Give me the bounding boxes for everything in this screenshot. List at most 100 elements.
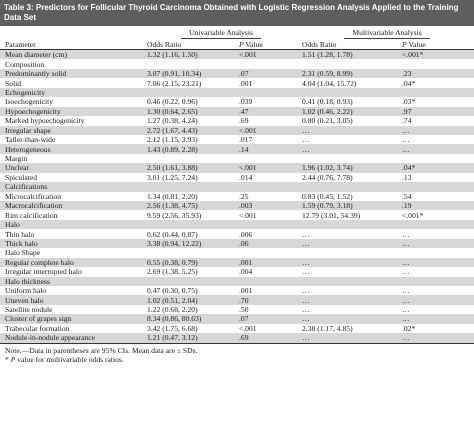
row-label: Regular complete halo	[0, 257, 142, 268]
row-label: Margin	[5, 154, 28, 164]
row-label: Echogenicity	[0, 87, 142, 98]
multivariable-p-value: .19	[397, 201, 474, 211]
row-label: Mean diameter (cm)	[0, 49, 142, 60]
row-label: Thick halo	[0, 238, 142, 249]
univariable-odds-ratio: 3.07 (0.91, 10.34)	[142, 68, 234, 79]
univariable-odds-ratio: 1.30 (0.64, 2.65)	[142, 106, 234, 117]
multivariable-odds-ratio: 0.83 (0.45, 1.52)	[302, 191, 353, 201]
table-row: Unclear 2.50 (1.61, 3.88) <.001 1.96 (1.02,…	[0, 163, 474, 173]
row-label: Halo	[0, 219, 142, 230]
univariable-odds-ratio: 1.21 (0.47, 3.12)	[142, 333, 234, 343]
table-row: Satellite nodule 1.22 (0.68, 2.20) .50……	[0, 305, 474, 314]
row-label: Irregular shape	[0, 125, 142, 135]
multivariable-odds-ratio: …	[297, 333, 397, 343]
table-row: Trabecular formation 3.42 (1.75, 6.68) <.0…	[0, 324, 474, 333]
univariable-odds-ratio: 1.43 (0.89, 2.28)	[142, 144, 234, 154]
univariable-p-value: <.001	[234, 125, 297, 135]
multivariable-odds-ratio: …	[297, 295, 397, 305]
multivariable-odds-ratio: …	[297, 257, 397, 268]
multivariable-p-value: .97	[397, 106, 474, 117]
table-row: Marked hypoechogenicity 1.27 (0.38, 4.24)…	[0, 116, 474, 125]
multivariable-odds-ratio: 2.38 (1.17, 4.85)	[302, 323, 353, 333]
multivariable-p-value: …	[397, 295, 474, 305]
univariable-p-value: .69	[239, 116, 249, 126]
row-label: Uniform halo	[5, 286, 47, 296]
multivariable-p-value: <.001*	[402, 210, 424, 220]
header-odds-ratio-multivariable: Odds Ratio	[297, 39, 397, 50]
row-label: Cluster of grapes sign	[0, 314, 142, 324]
univariable-p-value: .006	[239, 229, 253, 239]
univariable-p-value: .004	[239, 267, 253, 277]
multivariable-odds-ratio: …	[297, 125, 397, 135]
univariable-odds-ratio: 0.47 (0.30, 0.75)	[147, 286, 198, 296]
multivariable-odds-ratio: 12.79 (3.01, 54.39)	[302, 210, 361, 220]
multivariable-p-value: …	[397, 314, 474, 324]
univariable-odds-ratio: 9.59 (2.56, 35.93)	[147, 210, 202, 220]
multivariable-odds-ratio: …	[302, 305, 310, 315]
table-row: Rim calcification 9.59 (2.56, 35.93) <.001…	[0, 210, 474, 220]
header-multivariable: Multivariable Analysis	[297, 26, 474, 39]
multivariable-odds-ratio: 1.59 (0.79, 3.18)	[297, 201, 397, 211]
univariable-odds-ratio: 0.46 (0.22, 0.96)	[147, 97, 198, 107]
univariable-odds-ratio: 7.06 (2.15, 23.21)	[147, 78, 202, 88]
header-p-value-multivariable: P Value	[397, 39, 474, 50]
univariable-p-value: .69	[234, 333, 297, 343]
row-label: Predominantly solid	[0, 68, 142, 79]
univariable-odds-ratio: 2.12 (1.15, 3.93)	[147, 135, 198, 145]
univariable-odds-ratio: 2.69 (1.38, 5.25)	[147, 267, 198, 277]
multivariable-odds-ratio: 1.51 (1.28, 1.78)	[297, 49, 397, 60]
univariable-odds-ratio: 8.34 (0.86, 80.63)	[142, 314, 234, 324]
multivariable-p-value: .13	[402, 172, 412, 182]
multivariable-p-value: .23	[397, 68, 474, 79]
table-row: Margin	[0, 154, 474, 163]
multivariable-odds-ratio: …	[297, 314, 397, 324]
row-label: Heterogeneous	[0, 144, 142, 154]
note-line-p-value: * P value for multivariable odds ratios.	[5, 355, 124, 365]
multivariable-odds-ratio: 0.80 (0.21, 3.05)	[302, 116, 353, 126]
multivariable-p-value: …	[402, 286, 410, 296]
multivariable-p-value: .04*	[397, 163, 474, 173]
multivariable-odds-ratio: …	[302, 229, 310, 239]
row-label: Taller-than-wide	[5, 135, 56, 145]
multivariable-odds-ratio: …	[302, 267, 310, 277]
univariable-p-value: .001	[234, 257, 297, 268]
univariable-p-value: .70	[234, 295, 297, 305]
univariable-p-value: <.001	[239, 323, 257, 333]
table-row: Regular complete halo 0.55 (0.38, 0.79) .0…	[0, 257, 474, 268]
multivariable-p-value: …	[402, 267, 410, 277]
table-row: Solid 7.06 (2.15, 23.21) .001 4.04 (1.04, 1…	[0, 78, 474, 88]
header-univariable: Univariable Analysis	[142, 26, 297, 39]
row-label: Marked hypoechogenicity	[5, 116, 85, 126]
row-label: Unclear	[0, 163, 142, 173]
multivariable-p-value: .04*	[402, 78, 416, 88]
univariable-odds-ratio: 0.62 (0.44, 0.87)	[147, 229, 198, 239]
univariable-p-value: .47	[234, 106, 297, 117]
multivariable-odds-ratio: …	[297, 238, 397, 249]
multivariable-p-value: .03*	[402, 97, 416, 107]
univariable-odds-ratio: 3.01 (1.25, 7.24)	[147, 172, 198, 182]
univariable-odds-ratio: 1.34 (0.81, 2.20)	[147, 191, 198, 201]
table-row: Hypoechogenicity 1.30 (0.64, 2.65) .47 1.02…	[0, 106, 474, 117]
univariable-p-value: <.001	[239, 210, 257, 220]
row-label: Spiculated	[5, 172, 38, 182]
table-row: Isoechogenicity 0.46 (0.22, 0.96) .039 0.41…	[0, 97, 474, 106]
multivariable-p-value: …	[397, 125, 474, 135]
table-row: Taller-than-wide 2.12 (1.15, 3.93) .017……	[0, 135, 474, 144]
row-label: Microcalcification	[5, 191, 62, 201]
univariable-p-value: .039	[239, 97, 253, 107]
multivariable-odds-ratio: …	[302, 135, 310, 145]
table-row: Macrocalcification 2.56 (1.38, 4.75) .003 1…	[0, 201, 474, 211]
multivariable-p-value: .74	[402, 116, 412, 126]
univariable-p-value: .003	[234, 201, 297, 211]
univariable-odds-ratio: 2.56 (1.38, 4.75)	[142, 201, 234, 211]
table-row: Microcalcification 1.34 (0.81, 2.20) .25 0.…	[0, 192, 474, 201]
row-label: Thin halo	[5, 229, 35, 239]
univariable-p-value: .001	[239, 286, 253, 296]
table-title: Table 3: Predictors for Follicular Thyro…	[0, 0, 474, 26]
univariable-p-value: .07	[234, 68, 297, 79]
univariable-odds-ratio: 2.72 (1.67, 4.43)	[142, 125, 234, 135]
table-row: Nodule-in-nodule appearance 1.21 (0.47, 3…	[0, 333, 474, 343]
multivariable-odds-ratio: …	[302, 286, 310, 296]
table-row: Uniform halo 0.47 (0.30, 0.75) .001 … …	[0, 286, 474, 295]
